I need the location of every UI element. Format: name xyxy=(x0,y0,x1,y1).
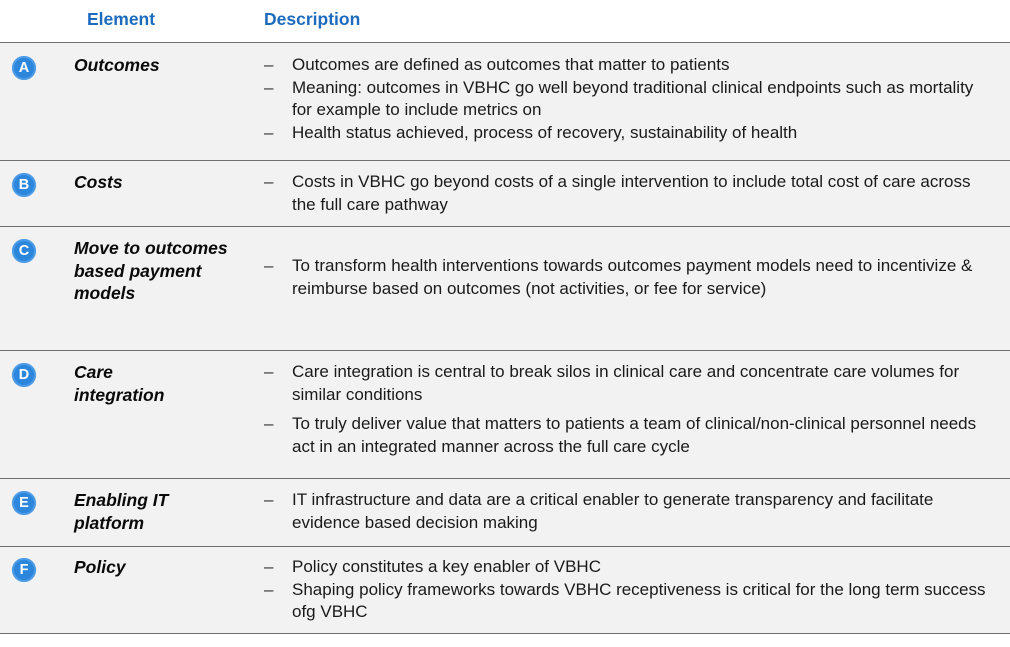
description-list: Policy constitutes a key enabler of VBHC… xyxy=(260,556,995,624)
description-list: Care integration is central to break sil… xyxy=(260,361,995,458)
badge-c: C xyxy=(12,239,36,263)
badge-d: D xyxy=(12,363,36,387)
element-label: Policy xyxy=(74,557,126,577)
description-list: Outcomes are defined as outcomes that ma… xyxy=(260,54,995,144)
description-list: IT infrastructure and data are a critica… xyxy=(260,489,995,534)
description-bullet: To transform health interventions toward… xyxy=(260,255,995,300)
description-bullet: Costs in VBHC go beyond costs of a singl… xyxy=(260,171,995,216)
table-row-it-platform: E Enabling IT platform IT infrastructure… xyxy=(0,478,1010,546)
description-bullet: Meaning: outcomes in VBHC go well beyond… xyxy=(260,77,995,122)
table-row-care-integration: D Care integration Care integration is c… xyxy=(0,350,1010,478)
table-row-payment-models: C Move to outcomes based payment models … xyxy=(0,226,1010,350)
description-column-header: Description xyxy=(264,9,361,29)
description-bullet: IT infrastructure and data are a critica… xyxy=(260,489,995,534)
table-row-outcomes: A Outcomes Outcomes are defined as outco… xyxy=(0,42,1010,160)
element-label: Move to outcomes based payment models xyxy=(74,238,228,303)
table-row-costs: B Costs Costs in VBHC go beyond costs of… xyxy=(0,160,1010,226)
element-label: Enabling IT platform xyxy=(74,490,169,533)
description-list: To transform health interventions toward… xyxy=(260,255,995,300)
description-bullet: Outcomes are defined as outcomes that ma… xyxy=(260,54,995,77)
element-label: Costs xyxy=(74,172,123,192)
badge-a: A xyxy=(12,56,36,80)
description-bullet: Health status achieved, process of recov… xyxy=(260,122,995,145)
table-header: Element Description xyxy=(0,0,1010,42)
badge-b: B xyxy=(12,173,36,197)
description-bullet: Care integration is central to break sil… xyxy=(260,361,995,406)
element-column-header: Element xyxy=(87,9,156,29)
element-label: Care integration xyxy=(74,362,165,405)
description-bullet: Policy constitutes a key enabler of VBHC xyxy=(260,556,995,579)
badge-e: E xyxy=(12,491,36,515)
description-bullet: Shaping policy frameworks towards VBHC r… xyxy=(260,579,995,624)
description-bullet: To truly deliver value that matters to p… xyxy=(260,413,995,458)
description-list: Costs in VBHC go beyond costs of a singl… xyxy=(260,171,995,216)
element-label: Outcomes xyxy=(74,55,160,75)
table-row-policy: F Policy Policy constitutes a key enable… xyxy=(0,546,1010,634)
badge-f: F xyxy=(12,558,36,582)
